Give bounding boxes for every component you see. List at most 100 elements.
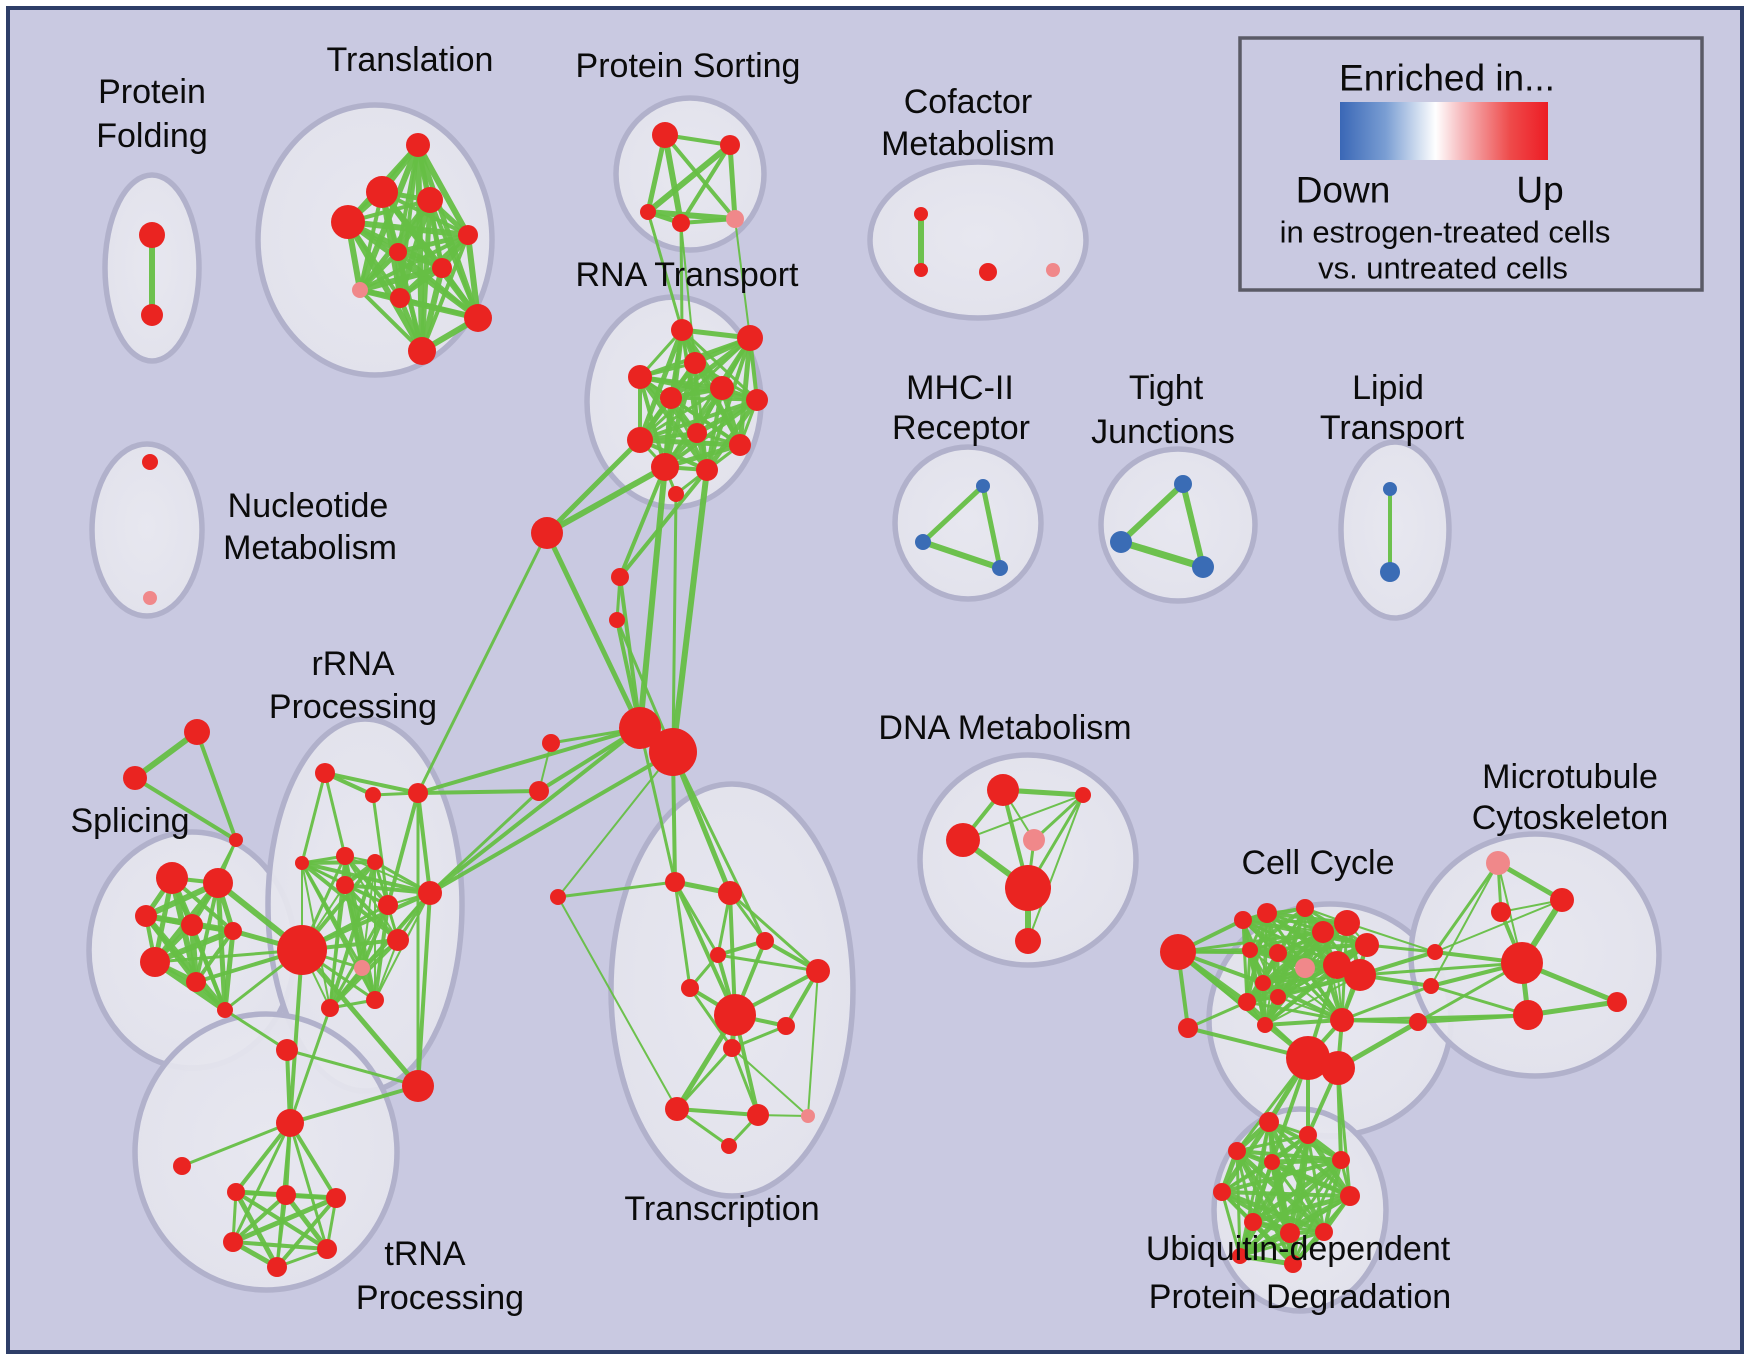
gene-set-node-up: [418, 881, 442, 905]
cluster-label-protein-folding-line2: Folding: [96, 117, 208, 155]
edge: [618, 465, 667, 579]
gene-set-node-up: [1075, 787, 1091, 803]
legend-down-label: Down: [1296, 170, 1391, 211]
gene-set-node-up-light: [143, 591, 157, 605]
edge: [416, 791, 432, 895]
edge: [1176, 930, 1325, 954]
gene-set-node-up: [417, 187, 443, 213]
gene-set-node-up: [1315, 1223, 1333, 1241]
gene-set-node-up: [1005, 865, 1051, 911]
cluster-label-nucleotide-line2: Metabolism: [223, 529, 397, 567]
gene-set-node-up: [181, 914, 203, 936]
gene-set-node-up: [1344, 959, 1376, 991]
gene-set-node-up: [1491, 902, 1511, 922]
edge: [673, 880, 692, 990]
gene-set-node-up: [1312, 921, 1334, 943]
edge: [299, 947, 421, 1089]
gene-set-node-up: [1501, 942, 1543, 984]
cluster-bubble-cofactor-metabolism: [867, 159, 1089, 321]
edge-rna-transport-mesh: [637, 374, 710, 473]
cluster-label-ubiquitin-line1: Ubiquitin-dependent: [1146, 1230, 1451, 1268]
edge: [544, 464, 668, 536]
edge: [675, 1107, 760, 1117]
cluster-label-cofactor-line1: Cofactor: [904, 83, 1033, 121]
gene-set-node-up: [1284, 1255, 1302, 1273]
edge: [557, 896, 678, 1110]
edge: [646, 210, 684, 332]
gene-set-node-up: [217, 1002, 233, 1018]
edge-trna-bottom-mesh: [275, 1196, 338, 1269]
edge: [180, 1121, 292, 1168]
gene-set-node-up: [336, 876, 354, 894]
gene-set-node-up: [432, 258, 452, 278]
cluster-label-tight-line2: Junctions: [1091, 413, 1235, 451]
edge-cell-cycle-mesh: [1249, 949, 1343, 1021]
edge-ubiquitin-mesh: [1270, 1160, 1326, 1234]
edge: [371, 793, 390, 907]
gene-set-node-up: [365, 787, 381, 803]
gene-set-node-up: [628, 365, 652, 389]
edge: [1118, 481, 1186, 545]
gene-set-node-down: [1192, 556, 1214, 578]
gene-set-node-up: [649, 728, 697, 776]
gene-set-node-up: [723, 1039, 741, 1057]
gene-set-node-up: [668, 486, 684, 502]
edge: [416, 726, 642, 795]
gene-set-node-up: [390, 288, 410, 308]
edge-translation-mesh: [395, 232, 471, 255]
edge-ubiquitin-mesh: [1219, 1189, 1327, 1235]
edge: [133, 776, 238, 842]
gene-set-node-up: [542, 734, 560, 752]
gene-set-node-up: [1427, 944, 1443, 960]
gene-set-node-up: [1178, 1018, 1198, 1038]
edge: [557, 751, 674, 898]
edge: [428, 726, 642, 895]
edge-protein-sorting-mesh: [645, 209, 738, 222]
gene-set-node-up: [277, 925, 327, 975]
cluster-label-cofactor-line2: Metabolism: [881, 125, 1055, 163]
legend-box: [1238, 36, 1704, 292]
gene-set-node-up-light: [352, 282, 368, 298]
edge-rna-transport-mesh: [637, 327, 685, 443]
gene-set-node-up: [1213, 1183, 1231, 1201]
cluster-label-nucleotide-line1: Nucleotide: [228, 487, 389, 525]
edge: [416, 789, 541, 795]
gene-set-node-up: [276, 1109, 304, 1137]
edge: [670, 749, 733, 896]
edge-trna-bottom-mesh: [230, 1195, 339, 1245]
gene-set-node-down: [1174, 475, 1192, 493]
edge: [1340, 984, 1433, 1022]
gene-set-node-up: [684, 352, 706, 374]
gene-set-node-up: [914, 263, 928, 277]
edge: [980, 483, 1003, 571]
edge-cell-cycle-mesh: [1245, 1000, 1344, 1022]
edge-translation-mesh: [358, 233, 470, 292]
edge-rrna-mesh: [343, 854, 390, 907]
edge-protein-sorting-mesh: [727, 142, 738, 222]
edge-cell-cycle-mesh: [1263, 963, 1339, 1027]
cluster-label-microtubule-line2: Cytoskeleton: [1472, 799, 1669, 837]
edge-cell-cycle-mesh: [1245, 911, 1269, 1004]
edge-translation-mesh: [428, 198, 480, 320]
gene-set-node-up: [184, 719, 210, 745]
edge: [323, 771, 420, 795]
gene-set-node-up: [336, 847, 354, 865]
edge: [323, 771, 347, 858]
edge: [731, 1047, 809, 1117]
edge: [920, 483, 986, 545]
cluster-bubble-lipid-transport: [1338, 439, 1452, 621]
cluster-label-trna-line2: Processing: [356, 1279, 524, 1317]
cluster-label-rna-transport: RNA Transport: [576, 256, 800, 294]
gene-set-node-up: [718, 881, 742, 905]
gene-set-node-up: [737, 325, 763, 351]
edge: [670, 467, 710, 755]
edge: [428, 789, 541, 895]
edge-translation-mesh: [345, 219, 471, 238]
edge-protein-sorting-mesh: [679, 217, 737, 225]
gene-set-node-up: [914, 207, 928, 221]
edge: [1032, 793, 1085, 842]
gene-set-node-up: [229, 833, 243, 847]
gene-set-node-up: [387, 929, 409, 951]
edge: [416, 531, 549, 795]
edge: [671, 492, 678, 754]
